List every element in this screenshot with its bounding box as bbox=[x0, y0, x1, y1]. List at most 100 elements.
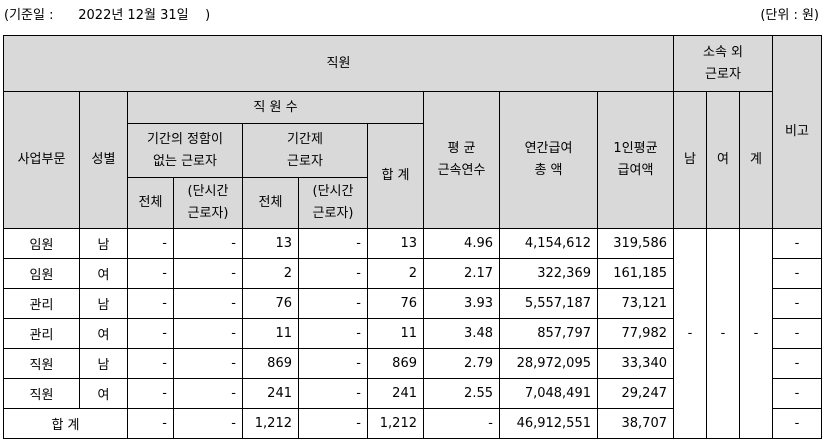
tenure-cell: 4.96 bbox=[423, 228, 500, 259]
gender-cell: 남 bbox=[79, 228, 128, 259]
fixed-part-time-cell: - bbox=[298, 288, 368, 319]
indefinite-all-cell: - bbox=[127, 378, 174, 409]
division-cell: 직원 bbox=[3, 348, 80, 379]
remarks-cell: - bbox=[772, 318, 822, 349]
tenure-cell: - bbox=[423, 408, 500, 439]
gender-cell: 여 bbox=[79, 258, 128, 289]
annual-pay-cell: 7,048,491 bbox=[499, 378, 598, 409]
table-row: 임원 여 - - 2 - 2 2.17 322,369 161,185 - bbox=[3, 258, 822, 289]
base-date-caption: (기준일 : 2022년 12월 31일 ) bbox=[4, 8, 211, 23]
indefinite-part-time-cell: - bbox=[173, 228, 243, 259]
fixed-part-time-cell: - bbox=[298, 378, 368, 409]
indefinite-part-time-cell: - bbox=[173, 408, 243, 439]
fixed-all-cell: 2 bbox=[242, 258, 299, 289]
indefinite-part-time-cell: - bbox=[173, 378, 243, 409]
annual-pay-cell: 857,797 bbox=[499, 318, 598, 349]
remarks-cell: - bbox=[772, 228, 822, 259]
division-cell: 관리 bbox=[3, 288, 80, 319]
remarks-header: 비고 bbox=[772, 35, 822, 229]
indefinite-all-header: 전체 bbox=[127, 177, 174, 229]
gender-header: 성별 bbox=[79, 91, 128, 229]
avg-pay-cell: 29,247 bbox=[597, 378, 674, 409]
indefinite-part-time-cell: - bbox=[173, 348, 243, 379]
fixed-all-cell: 1,212 bbox=[242, 408, 299, 439]
remarks-cell: - bbox=[772, 258, 822, 289]
fixed-term-header: 기간제 근로자 bbox=[242, 123, 368, 178]
non-affiliated-male-cell: - bbox=[673, 228, 707, 439]
annual-pay-total-header: 연간급여 총 액 bbox=[499, 91, 598, 229]
remarks-cell: - bbox=[772, 288, 822, 319]
total-row-label: 합 계 bbox=[3, 408, 128, 439]
indefinite-part-time-cell: - bbox=[173, 288, 243, 319]
gender-cell: 여 bbox=[79, 378, 128, 409]
remarks-cell: - bbox=[772, 378, 822, 409]
headcount-total-header: 합 계 bbox=[367, 123, 424, 229]
avg-pay-cell: 161,185 bbox=[597, 258, 674, 289]
table-row: 임원 남 - - 13 - 13 4.96 4,154,612 319,586 … bbox=[3, 228, 822, 439]
fixed-all-cell: 13 bbox=[242, 228, 299, 259]
total-cell: 76 bbox=[367, 288, 424, 319]
remarks-cell: - bbox=[772, 408, 822, 439]
non-affiliated-header: 소속 외 근로자 bbox=[673, 35, 773, 92]
annual-pay-cell: 322,369 bbox=[499, 258, 598, 289]
indefinite-all-cell: - bbox=[127, 228, 174, 259]
total-cell: 241 bbox=[367, 378, 424, 409]
avg-pay-header: 1인평균 급여액 bbox=[597, 91, 674, 229]
table-row: 직원 남 - - 869 - 869 2.79 28,972,095 33,34… bbox=[3, 348, 822, 379]
annual-pay-cell: 46,912,551 bbox=[499, 408, 598, 439]
total-cell: 2 bbox=[367, 258, 424, 289]
fixed-part-time-cell: - bbox=[298, 258, 368, 289]
fixed-all-cell: 241 bbox=[242, 378, 299, 409]
division-header: 사업부문 bbox=[3, 91, 80, 229]
indefinite-part-time-cell: - bbox=[173, 258, 243, 289]
avg-pay-cell: 319,586 bbox=[597, 228, 674, 259]
gender-cell: 남 bbox=[79, 288, 128, 319]
fixed-part-time-cell: - bbox=[298, 408, 368, 439]
indefinite-part-time-header: (단시간 근로자) bbox=[173, 177, 243, 229]
tenure-cell: 2.55 bbox=[423, 378, 500, 409]
employees-header: 직원 bbox=[3, 35, 674, 92]
total-cell: 869 bbox=[367, 348, 424, 379]
tenure-cell: 3.93 bbox=[423, 288, 500, 319]
indefinite-term-header: 기간의 정함이 없는 근로자 bbox=[127, 123, 243, 178]
division-cell: 임원 bbox=[3, 228, 80, 259]
avg-pay-cell: 38,707 bbox=[597, 408, 674, 439]
fixed-part-time-cell: - bbox=[298, 228, 368, 259]
avg-tenure-header: 평 균 근속연수 bbox=[423, 91, 500, 229]
unit-caption: (단위 : 원) bbox=[760, 8, 819, 23]
division-cell: 관리 bbox=[3, 318, 80, 349]
table-row: 직원 여 - - 241 - 241 2.55 7,048,491 29,247… bbox=[3, 378, 822, 409]
non-affiliated-female-cell: - bbox=[706, 228, 740, 439]
tenure-cell: 2.17 bbox=[423, 258, 500, 289]
indefinite-all-cell: - bbox=[127, 258, 174, 289]
gender-cell: 남 bbox=[79, 348, 128, 379]
indefinite-all-cell: - bbox=[127, 318, 174, 349]
avg-pay-cell: 73,121 bbox=[597, 288, 674, 319]
employee-status-table: 직원 소속 외 근로자 비고 사업부문 성별 직 원 수 평 균 근속연수 연간… bbox=[3, 35, 822, 439]
fixed-part-time-cell: - bbox=[298, 318, 368, 349]
total-cell: 1,212 bbox=[367, 408, 424, 439]
avg-pay-cell: 33,340 bbox=[597, 348, 674, 379]
non-affiliated-subtotal-cell: - bbox=[739, 228, 773, 439]
annual-pay-cell: 4,154,612 bbox=[499, 228, 598, 259]
division-cell: 직원 bbox=[3, 378, 80, 409]
total-cell: 13 bbox=[367, 228, 424, 259]
indefinite-all-cell: - bbox=[127, 408, 174, 439]
non-affiliated-subtotal-header: 계 bbox=[739, 91, 773, 229]
fixed-all-cell: 76 bbox=[242, 288, 299, 319]
tenure-cell: 3.48 bbox=[423, 318, 500, 349]
fixed-all-cell: 869 bbox=[242, 348, 299, 379]
total-cell: 11 bbox=[367, 318, 424, 349]
gender-cell: 여 bbox=[79, 318, 128, 349]
remarks-cell: - bbox=[772, 348, 822, 379]
tenure-cell: 2.79 bbox=[423, 348, 500, 379]
indefinite-all-cell: - bbox=[127, 288, 174, 319]
fixed-all-header: 전체 bbox=[242, 177, 299, 229]
fixed-part-time-header: (단시간 근로자) bbox=[298, 177, 368, 229]
fixed-part-time-cell: - bbox=[298, 348, 368, 379]
non-affiliated-female-header: 여 bbox=[706, 91, 740, 229]
table-row: 관리 여 - - 11 - 11 3.48 857,797 77,982 - bbox=[3, 318, 822, 349]
annual-pay-cell: 5,557,187 bbox=[499, 288, 598, 319]
fixed-all-cell: 11 bbox=[242, 318, 299, 349]
headcount-header: 직 원 수 bbox=[127, 91, 424, 124]
